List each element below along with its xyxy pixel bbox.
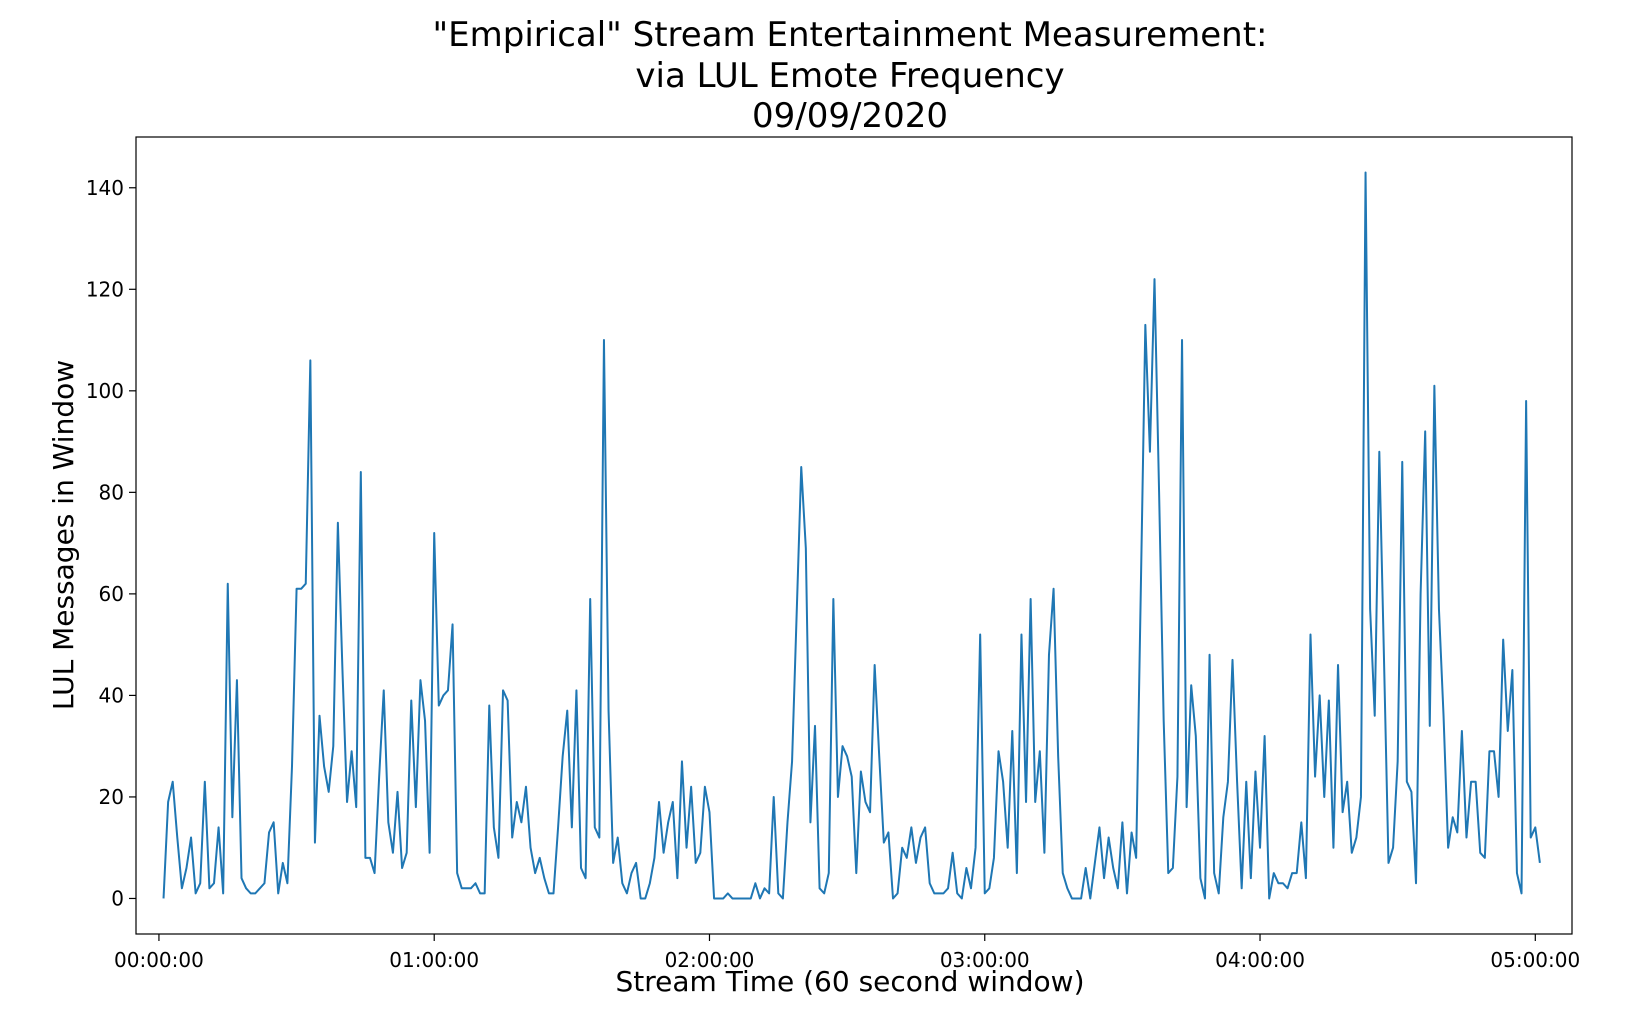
x-tick-label: 02:00:00 (665, 948, 755, 972)
y-tick-label: 20 (99, 785, 124, 809)
y-tick-label: 0 (111, 886, 124, 910)
y-axis: 0 20 40 60 80 100 120 140 (86, 176, 136, 910)
x-tick-label: 01:00:00 (389, 948, 479, 972)
chart-title-line-3: 09/09/2020 (752, 96, 948, 136)
chart-title-line-1: "Empirical" Stream Entertainment Measure… (433, 15, 1268, 55)
x-tick-label: 03:00:00 (940, 948, 1030, 972)
chart-title-line-2: via LUL Emote Frequency (635, 56, 1064, 96)
y-tick-label: 40 (99, 683, 124, 707)
x-tick-label: 04:00:00 (1215, 948, 1305, 972)
plot-frame (135, 136, 1573, 935)
x-axis: 00:00:00 01:00:00 02:00:00 03:00:00 04:00:00… (114, 934, 1580, 972)
x-tick-label: 00:00:00 (114, 948, 204, 972)
y-axis-label: LUL Messages in Window (47, 360, 80, 710)
y-tick-label: 80 (99, 480, 124, 504)
y-tick-label: 140 (86, 176, 124, 200)
x-axis-label: Stream Time (60 second window) (616, 965, 1085, 998)
series-line-0 (162, 171, 1541, 900)
chart-title: "Empirical" Stream Entertainment Measure… (433, 15, 1268, 136)
y-tick-label: 120 (86, 277, 124, 301)
x-tick-label: 05:00:00 (1490, 948, 1580, 972)
y-tick-label: 100 (86, 379, 124, 403)
plot-area (162, 171, 1541, 900)
y-tick-label: 60 (99, 582, 124, 606)
